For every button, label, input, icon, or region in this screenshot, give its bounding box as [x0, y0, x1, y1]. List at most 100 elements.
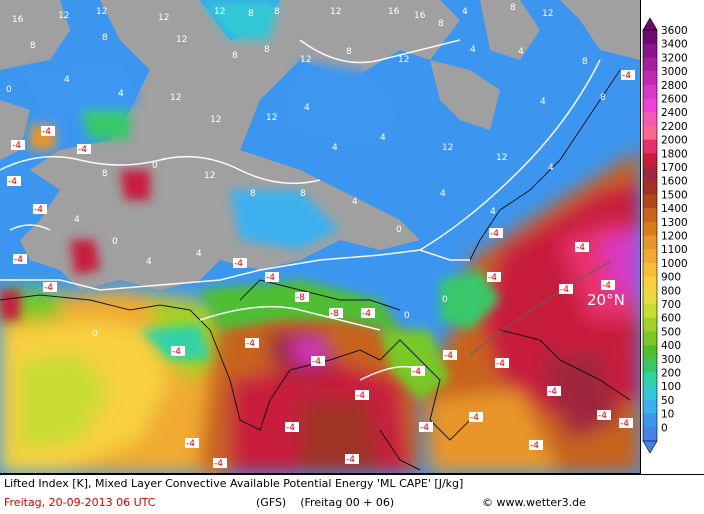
contour-label: 4 [118, 89, 124, 99]
contour-label-box [489, 228, 503, 238]
contour-label: -4 [560, 285, 569, 295]
contour-label-box [559, 284, 573, 294]
contour-label-box [411, 366, 425, 376]
legend-value: 1100 [661, 244, 688, 256]
legend-swatch [643, 235, 657, 250]
legend-value: 3200 [661, 52, 688, 64]
contour-label: -4 [548, 387, 557, 397]
legend-swatch [643, 98, 657, 113]
footer: Lifted Index [K], Mixed Layer Convective… [0, 474, 704, 514]
legend-border [642, 29, 658, 442]
contour-label: 4 [74, 215, 80, 225]
contour-label-box [245, 338, 259, 348]
contour-label: 12 [398, 55, 409, 65]
legend-swatch [643, 304, 657, 319]
legend-swatch [643, 43, 657, 58]
contour-label: -4 [412, 367, 421, 377]
contour-label: 4 [462, 7, 468, 17]
legend-swatch [643, 221, 657, 236]
legend-value: 10 [661, 409, 674, 421]
legend-swatch [643, 331, 657, 346]
contour-label: 12 [170, 93, 181, 103]
contour-label: 0 [442, 295, 448, 305]
contour-label: 0 [152, 161, 158, 171]
model-label: (GFS) [256, 496, 287, 509]
contour-label: 8 [582, 57, 588, 67]
copyright: © www.wetter3.de [482, 496, 586, 509]
contour-label: 4 [518, 47, 524, 57]
contour-label-box [621, 70, 635, 80]
contour-label: 12 [210, 115, 221, 125]
contour-label: -8 [296, 293, 305, 303]
contour-label: 12 [214, 7, 225, 17]
contour-label-box [487, 272, 501, 282]
contour-label: -8 [330, 309, 339, 319]
run-label: (Freitag 00 + 06) [300, 496, 395, 509]
legend-swatch [643, 317, 657, 332]
contour-label-box [547, 386, 561, 396]
contour-label: -4 [186, 439, 195, 449]
legend-swatch [643, 399, 657, 415]
model-run-label: (GFS) (Freitag 00 + 06) [256, 496, 394, 509]
legend-value: 1600 [661, 176, 688, 188]
legend-swatch [643, 290, 657, 305]
contour-label: -4 [602, 281, 611, 291]
contour-label: -4 [490, 229, 499, 239]
contour-label-box [529, 440, 543, 450]
legend-value: 900 [661, 272, 681, 284]
legend-swatch [643, 125, 657, 141]
contour-label-box [495, 358, 509, 368]
color-legend: 3600 3400 3200 3000 2800 2600 2400 2200 2000 1800… [641, 0, 704, 473]
contour-label: -4 [530, 441, 539, 451]
legend-value: 600 [661, 313, 681, 325]
contour-label: 4 [146, 257, 152, 267]
contour-label: -4 [78, 145, 87, 155]
contour-label: -4 [12, 141, 21, 151]
contour-label-box [171, 346, 185, 356]
contour-label: -4 [444, 351, 453, 361]
contour-label: 4 [440, 189, 446, 199]
legend-value: 1800 [661, 148, 688, 160]
legend-value: 400 [661, 340, 681, 352]
contour-label: 16 [388, 7, 400, 17]
contour-label-box [597, 410, 611, 420]
contour-label-box [419, 422, 433, 432]
contour-label: 8 [248, 9, 254, 19]
contour-label: -4 [620, 419, 629, 429]
contour-label: -4 [420, 423, 429, 433]
contour-label-box [77, 144, 91, 154]
contour-label-box [185, 438, 199, 448]
contour-label: 0 [6, 85, 12, 95]
legend-arrow-down-icon [642, 440, 658, 454]
contour-label: -4 [470, 413, 479, 423]
contour-label: 8 [102, 33, 108, 43]
legend-swatch [643, 84, 657, 99]
contour-label: -4 [34, 205, 43, 215]
contour-label: 4 [332, 143, 338, 153]
legend-value: 3000 [661, 66, 688, 78]
site-link[interactable]: www.wetter3.de [496, 496, 586, 509]
legend-value: 200 [661, 368, 681, 380]
contour-label-box [265, 272, 279, 282]
contour-label: 16 [414, 11, 426, 21]
legend-swatch [643, 180, 657, 195]
contour-label: 12 [496, 153, 507, 163]
legend-swatch [643, 139, 657, 154]
weather-map: 16 12 12 12 12 8 8 12 16 16 8 4 8 12 8 8 12 8 8 12 8 12 4 4 8 -4 0… [0, 0, 641, 474]
contour-label: -4 [266, 273, 275, 283]
legend-swatch [643, 372, 657, 387]
contour-labels: 16 12 12 12 12 8 8 12 16 16 8 4 8 12 8 8 12 8 8 12 8 12 4 4 8 -4 0… [6, 3, 635, 469]
contour-label: 4 [196, 249, 202, 259]
contour-label: -4 [346, 455, 355, 465]
contour-label: -4 [286, 423, 295, 433]
contour-label: -4 [44, 283, 53, 293]
contour-label: -4 [214, 459, 223, 469]
contour-label-box [329, 308, 343, 318]
contour-label: 12 [542, 9, 553, 19]
legend-value: 100 [661, 381, 681, 393]
legend-value: 2800 [661, 80, 688, 92]
legend-value: 1300 [661, 217, 688, 229]
contour-label: -4 [362, 309, 371, 319]
contour-label: -4 [172, 347, 181, 357]
contour-label-box [13, 254, 27, 264]
